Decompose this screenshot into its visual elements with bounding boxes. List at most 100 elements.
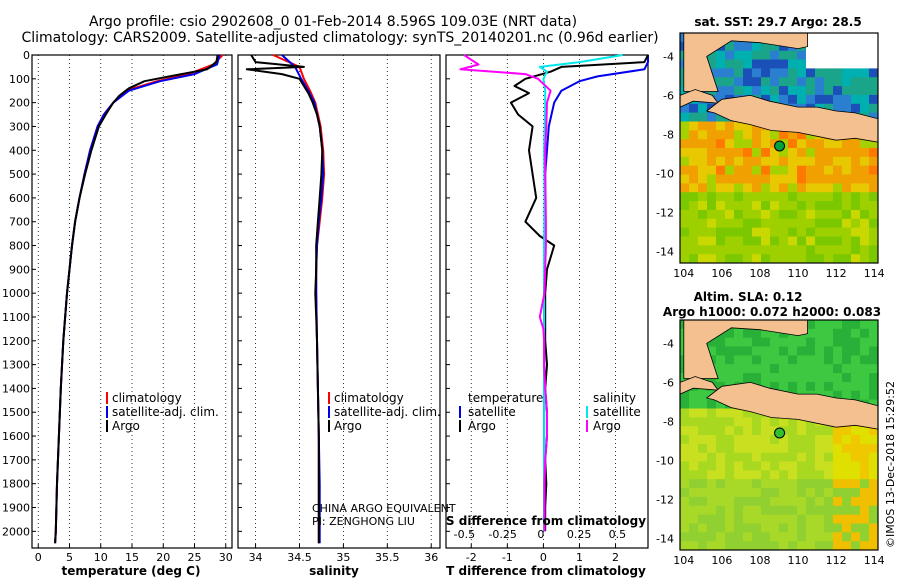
map-cell [680, 443, 690, 454]
map-cell [833, 192, 843, 202]
map-cell [779, 59, 789, 69]
map-cell [725, 514, 735, 524]
s-tick-label: -0.25 [488, 528, 516, 541]
map-cell [707, 532, 717, 542]
map-cell [752, 337, 762, 347]
map-cell [824, 461, 834, 471]
map-cell [815, 452, 825, 462]
map-cell [743, 328, 753, 339]
map-cell [815, 156, 825, 167]
map-cell [725, 505, 735, 516]
map-cell [680, 254, 690, 264]
map-cell [860, 227, 870, 237]
map-cell [716, 470, 726, 480]
map-cell [743, 165, 753, 175]
map-cell [806, 201, 816, 211]
map-cell [707, 505, 717, 516]
map-cell [869, 541, 879, 551]
map-cell [833, 156, 843, 167]
map-cell [833, 33, 843, 43]
map-cell [752, 183, 762, 193]
map-frame [679, 319, 879, 551]
map-cell [869, 148, 879, 158]
map-cell [869, 174, 879, 184]
map-cell [797, 218, 807, 229]
map-cell [680, 148, 690, 158]
map-cell [842, 236, 852, 246]
map-cell [770, 470, 780, 480]
map-cell [689, 165, 699, 175]
map-cell [833, 77, 843, 87]
map-cell [779, 346, 789, 356]
map-cell [743, 408, 753, 418]
map-cell [806, 443, 816, 454]
map-cell [752, 496, 762, 507]
map-cell [851, 470, 861, 480]
map-cell [779, 227, 789, 237]
map-cell [824, 541, 834, 551]
map-cell [698, 443, 708, 454]
map-cell [851, 86, 861, 96]
map-cell [752, 523, 762, 533]
map-cell [734, 417, 744, 427]
depth-tick-label: 300 [9, 120, 30, 133]
map-cell [752, 254, 762, 264]
map-cell [860, 156, 870, 167]
map-cell [770, 328, 780, 339]
map-cell [788, 165, 798, 175]
map-cell [797, 355, 807, 365]
map-cell [869, 364, 879, 374]
map-cell [680, 165, 690, 175]
map-cell [815, 488, 825, 498]
map-cell [725, 373, 735, 383]
map-cell [689, 218, 699, 229]
map-cell [860, 514, 870, 524]
map-cell [833, 523, 843, 533]
map-cell [743, 156, 753, 167]
map-cell [680, 209, 690, 220]
depth-tick-label: 1700 [2, 454, 30, 467]
map-cell [752, 417, 762, 427]
map-cell [851, 488, 861, 498]
lon-tick-label: 112 [826, 554, 847, 567]
map-cell [752, 139, 762, 149]
map-cell [788, 452, 798, 462]
depth-tick-label: 1200 [2, 335, 30, 348]
lon-tick-label: 108 [749, 554, 770, 567]
map-cell [833, 254, 843, 264]
map-cell [770, 541, 780, 551]
map-cell [869, 496, 879, 507]
map-cell [842, 174, 852, 184]
map-cell [869, 165, 879, 175]
map-cell [797, 417, 807, 427]
plot-frame [237, 54, 441, 549]
map-cell [725, 50, 735, 60]
t-diff-xlabel: T difference from climatology [446, 564, 646, 578]
map-cell [680, 541, 690, 551]
map-cell [806, 165, 816, 175]
depth-axis: 0 100 200 300 400 500 600 700 800 900 1000 1100 1200… [2, 49, 30, 538]
map-cell [734, 148, 744, 158]
depth-tick-label: 100 [9, 73, 30, 86]
map-cell [860, 390, 870, 401]
map-cell [779, 236, 789, 246]
map-cell [761, 192, 771, 202]
map-cell [806, 337, 816, 347]
map-cell [869, 236, 879, 246]
map-cell [842, 139, 852, 149]
map-cell [770, 41, 780, 52]
map-cell [680, 218, 690, 229]
map-cell [725, 148, 735, 158]
map-cell [860, 236, 870, 246]
map-cell [788, 245, 798, 255]
map-cell [725, 68, 735, 78]
map-cell [707, 174, 717, 184]
map-cell [797, 470, 807, 480]
map-cell [752, 68, 762, 78]
map-cell [806, 541, 816, 551]
map-cell [734, 514, 744, 524]
map-cell [869, 254, 879, 264]
map-cell [806, 50, 816, 60]
map-cell [698, 209, 708, 220]
map-cell [689, 452, 699, 462]
